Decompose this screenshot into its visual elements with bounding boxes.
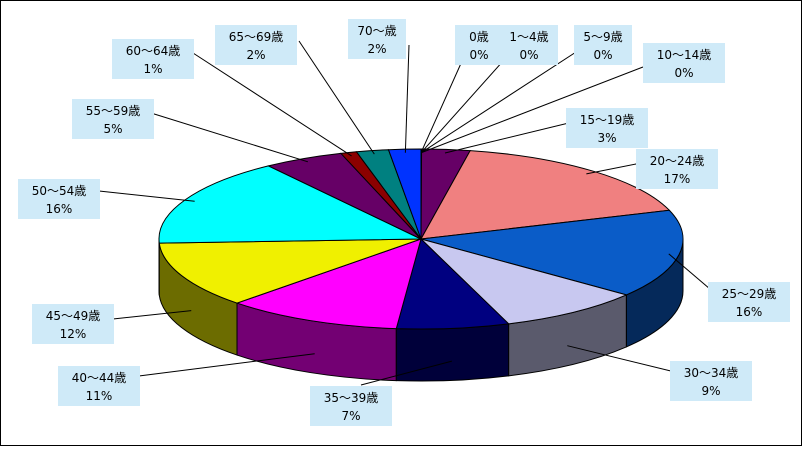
leader-line-11 (99, 191, 195, 201)
data-label-category-4: 15〜19歳 (580, 113, 635, 127)
data-label-category-11: 50〜54歳 (32, 184, 87, 198)
data-label-value-6: 16% (736, 305, 763, 319)
data-label-value-1: 0% (519, 48, 538, 62)
leader-line-12 (151, 113, 308, 162)
data-label-category-12: 55〜59歳 (86, 104, 141, 118)
data-label-category-1: 1〜4歳 (509, 30, 548, 44)
data-label-value-13: 1% (143, 62, 162, 76)
data-label-category-10: 45〜49歳 (46, 309, 101, 323)
data-label-value-14: 2% (246, 48, 265, 62)
data-label-value-11: 16% (46, 202, 73, 216)
pie-top (159, 149, 683, 329)
data-label-category-8: 35〜39歳 (324, 391, 379, 405)
data-label-category-2: 5〜9歳 (583, 30, 622, 44)
data-label-value-8: 7% (341, 409, 360, 423)
data-label-category-14: 65〜69歳 (229, 30, 284, 44)
data-label-value-15: 2% (367, 42, 386, 56)
leader-line-13 (193, 53, 352, 156)
data-label-category-3: 10〜14歳 (657, 48, 712, 62)
data-label-value-4: 3% (597, 131, 616, 145)
pie-side-8 (396, 324, 508, 381)
data-label-value-10: 12% (60, 327, 87, 341)
data-label-category-5: 20〜24歳 (650, 154, 705, 168)
leader-line-15 (405, 45, 409, 153)
data-label-value-9: 11% (86, 389, 113, 403)
data-label-category-0: 0歳 (469, 30, 489, 44)
data-label-category-7: 30〜34歳 (684, 366, 739, 380)
data-label-category-6: 25〜29歳 (722, 287, 777, 301)
data-label-value-2: 0% (593, 48, 612, 62)
data-label-value-0: 0% (469, 48, 488, 62)
data-label-value-5: 17% (664, 172, 691, 186)
leader-line-4 (445, 121, 577, 153)
data-label-category-9: 40〜44歳 (72, 371, 127, 385)
leader-line-5 (586, 163, 641, 174)
data-label-category-15: 70〜歳 (357, 24, 396, 38)
data-label-value-7: 9% (701, 384, 720, 398)
data-label-category-13: 60〜64歳 (126, 44, 181, 58)
data-label-value-12: 5% (103, 122, 122, 136)
data-label-value-3: 0% (674, 66, 693, 80)
